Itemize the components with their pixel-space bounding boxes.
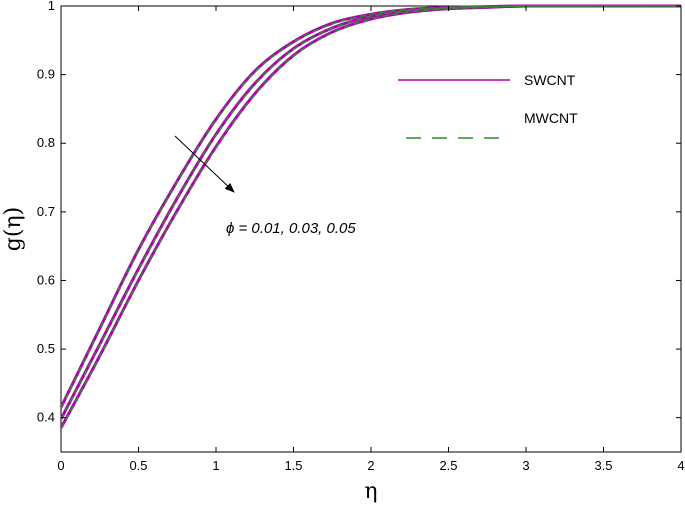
y-tick-label: 0.7: [37, 204, 55, 219]
y-axis-title: g(η): [1, 207, 26, 251]
x-tick-label: 0.5: [129, 458, 147, 473]
x-tick-label: 1.5: [284, 458, 302, 473]
y-tick-label: 0.6: [37, 272, 55, 287]
x-axis-title: η: [364, 479, 377, 504]
plot-area: [60, 5, 682, 453]
y-tick-label: 0.5: [37, 341, 55, 356]
y-tick-label: 0.9: [37, 67, 55, 82]
legend-label-swcnt: SWCNT: [524, 72, 576, 88]
series-line-mwcnt-phi-0-05: [60, 5, 681, 430]
x-tick-label: 1: [212, 458, 219, 473]
series-line-mwcnt-phi-0-01: [60, 5, 681, 409]
x-tick-label: 3: [522, 458, 529, 473]
phi-annotation: ϕ = 0.01, 0.03, 0.05: [174, 135, 356, 237]
x-tick-label: 3.5: [594, 458, 612, 473]
y-tick-label: 1: [48, 0, 55, 13]
x-tick-label: 0: [57, 458, 64, 473]
legend: SWCNT MWCNT: [398, 72, 578, 139]
x-tick-label: 2.5: [439, 458, 457, 473]
series-lines: [59, 4, 681, 430]
phi-arrow: [174, 135, 235, 193]
axis-ticks: 0 0.5 1 1.5 2 2.5 3 3.5 4 0.4 0.5 0.6 0.7 0.8 0.9 1: [37, 0, 685, 473]
phi-annotation-text: ϕ = 0.01, 0.03, 0.05: [226, 220, 356, 237]
x-tick-label: 2: [367, 458, 374, 473]
y-tick-label: 0.4: [37, 410, 55, 425]
legend-label-mwcnt: MWCNT: [524, 110, 578, 126]
x-tick-label: 4: [677, 458, 684, 473]
y-tick-label: 0.8: [37, 135, 55, 150]
